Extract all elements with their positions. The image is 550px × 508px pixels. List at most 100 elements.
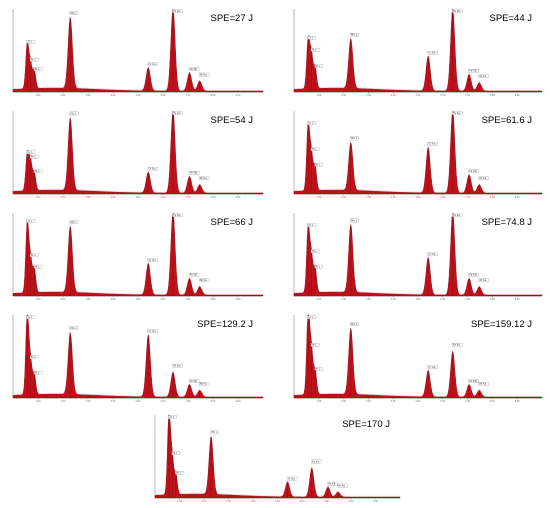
peak-label-box: [427, 252, 438, 256]
peak-label-fe-k: Fe Kβ: [190, 171, 197, 175]
peak-label-box: [147, 167, 158, 171]
x-tick-label: 2.00: [61, 298, 66, 301]
peak-label-box: [307, 36, 317, 40]
chart-title: SPE=44 J: [489, 13, 532, 24]
peak-label-box: [311, 459, 322, 464]
peak-label-cr-k: Cr Kα: [428, 252, 435, 256]
peak-label-fe-k: Fe Kβ: [469, 273, 476, 277]
x-tick-label: 7.00: [465, 298, 470, 301]
peak-label-box: [26, 219, 36, 223]
spectrum-area: [293, 110, 543, 195]
peak-label-box: [33, 67, 43, 71]
peak-label-cr-k: Cr Kα: [149, 329, 156, 333]
peak-label-box: [33, 264, 43, 269]
peak-label-fe-l: Fe L: [31, 154, 37, 158]
x-tick-label: 4.00: [391, 94, 396, 97]
peak-label-ni-l: Ni L: [35, 67, 40, 71]
x-tick-label: 8.00: [211, 298, 216, 301]
x-tick-label: 9.00: [515, 400, 520, 403]
x-tick-label: 3.00: [86, 94, 91, 97]
x-tick-label: 3.00: [226, 500, 231, 503]
peak-label-fe-l: Fe L: [312, 249, 318, 253]
peak-label-box: [69, 111, 79, 116]
peak-label-fe-k: Fe Kα: [453, 213, 460, 217]
x-tick-label: 5.00: [416, 400, 421, 403]
x-tick-label: 4.00: [111, 400, 116, 403]
peak-label-box: [427, 365, 438, 369]
peak-label-box: [69, 11, 79, 15]
peak-label-mo-l: Mo L: [351, 136, 358, 140]
x-tick-label: 7.00: [465, 400, 470, 403]
x-tick-label: 2.00: [61, 400, 66, 403]
chart-title: SPE=170 J: [342, 419, 390, 430]
peak-label-box: [26, 150, 36, 154]
peak-label-ni-k: Ni Kα: [200, 176, 207, 180]
peak-label-box: [350, 218, 359, 223]
peak-label-cr-k: Cr Kα: [428, 142, 435, 146]
peak-label-box: [29, 154, 39, 159]
spectrum-panel-66j: 1.00 2.00 3.00 4.00 5.00 6.00 7.00 8.00 9.00 Cr L…: [1, 205, 271, 305]
peak-label-box: [171, 451, 181, 455]
x-tick-label: 7.00: [324, 500, 329, 503]
peak-label-box: [172, 363, 183, 368]
x-tick-label: 9.00: [236, 94, 241, 97]
peak-label-fe-k: Fe Kβ: [469, 69, 476, 73]
x-tick-label: 8.00: [211, 400, 216, 403]
peak-label-fe-k: Fe Kβ: [328, 481, 335, 485]
peak-label-cr-l: Cr L: [28, 40, 34, 44]
spectrum-panel-27j: 1.00 2.00 3.00 4.00 5.00 6.00 7.00 8.00 9.00 Cr L…: [1, 1, 271, 101]
spectrum-area: [293, 8, 543, 93]
peak-label-fe-k: Fe Kβ: [190, 273, 197, 277]
peak-label-box: [188, 171, 200, 175]
spectrum-area: [12, 314, 264, 399]
peak-label-mo-l: Mo L: [351, 322, 358, 326]
x-tick-label: 1.00: [36, 196, 41, 199]
x-tick-label: 5.00: [275, 500, 280, 503]
x-tick-label: 3.00: [366, 94, 371, 97]
peak-label-box: [69, 326, 79, 330]
peak-label-cr-k: Cr Kα: [149, 167, 156, 171]
peak-label-box: [350, 136, 359, 141]
peak-label-box: [307, 223, 317, 227]
peak-label-fe-k: Fe Kα: [312, 459, 319, 463]
spectrum-panel-159-12j: 1.00 2.00 3.00 4.00 5.00 6.00 7.00 8.00 9.00 Cr L…: [282, 307, 550, 407]
x-tick-label: 1.00: [316, 94, 321, 97]
x-tick-label: 5.00: [136, 298, 141, 301]
spectrum-area: [154, 414, 401, 499]
spectrum-area: [12, 212, 264, 297]
peak-label-box: [327, 481, 338, 486]
peak-label-cr-l: Cr L: [308, 223, 314, 227]
x-tick-label: 3.00: [366, 298, 371, 301]
peak-label-box: [307, 121, 317, 125]
x-tick-label: 8.00: [490, 94, 495, 97]
x-tick-label: 9.00: [515, 94, 520, 97]
peak-label-cr-l: Cr L: [28, 219, 34, 223]
peak-label-fe-l: Fe L: [312, 147, 318, 151]
spectrum-area: [12, 110, 264, 195]
peak-label-box: [188, 379, 200, 383]
spectrum-panel-61-6j: 1.00 2.00 3.00 4.00 5.00 6.00 7.00 8.00 9.00 Cr L…: [282, 103, 550, 203]
x-tick-label: 2.00: [61, 196, 66, 199]
peak-label-box: [147, 258, 158, 262]
x-tick-label: 6.00: [440, 196, 445, 199]
peak-label-ni-k: Ni Kα: [480, 382, 487, 386]
peak-label-box: [307, 315, 317, 319]
x-tick-label: 1.00: [177, 500, 182, 503]
peak-label-box: [29, 355, 39, 360]
peak-label-ni-k: Ni Kα: [200, 382, 207, 386]
x-tick-label: 3.00: [86, 196, 91, 199]
spectrum-panel-74-8j: 1.00 2.00 3.00 4.00 5.00 6.00 7.00 8.00 9.00 Cr L…: [282, 205, 550, 305]
x-tick-label: 5.00: [416, 94, 421, 97]
peak-label-cr-k: Cr Kα: [428, 50, 435, 54]
peak-label-ni-k: Ni Kα: [480, 278, 487, 282]
peak-label-fe-l: Fe L: [172, 451, 178, 455]
x-tick-label: 5.00: [136, 94, 141, 97]
peak-label-box: [286, 476, 298, 481]
peak-label-fe-k: Fe Kβ: [190, 67, 197, 71]
x-tick-label: 6.00: [161, 400, 166, 403]
x-tick-label: 2.00: [202, 500, 207, 503]
chart-title: SPE=74.8 J: [482, 217, 533, 228]
peak-label-cr-l: Cr L: [308, 121, 314, 125]
spectrum-area: [293, 212, 543, 297]
x-tick-label: 3.00: [366, 196, 371, 199]
